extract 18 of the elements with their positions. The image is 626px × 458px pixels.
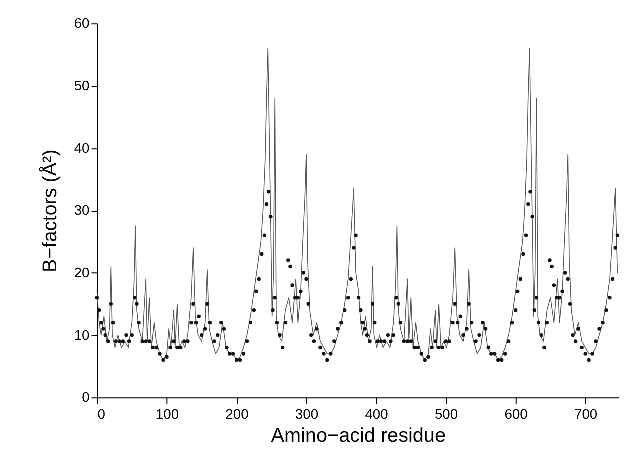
line-series [96, 48, 618, 361]
x-tick-label: 300 [295, 406, 319, 422]
x-tick-label: 600 [504, 406, 528, 422]
x-axis-title: Amino−acid residue [271, 424, 446, 447]
x-tick-label: 500 [434, 406, 458, 422]
y-tick-label: 10 [74, 326, 90, 343]
y-tick-label: 20 [74, 264, 90, 280]
x-tick-label: 100 [156, 406, 180, 422]
y-tick-label: 40 [74, 140, 90, 156]
y-tick-label: 50 [74, 77, 90, 94]
x-tick-label: 0 [98, 406, 106, 422]
y-tick-label: 0 [82, 389, 90, 406]
y-tick-label: 30 [74, 202, 90, 218]
x-tick-label: 200 [226, 406, 250, 422]
y-axis-title: B−factors (Å²) [38, 150, 62, 273]
y-tick-label: 60 [74, 15, 90, 32]
x-tick-label: 400 [365, 406, 389, 422]
x-tick-label: 700 [574, 406, 598, 422]
